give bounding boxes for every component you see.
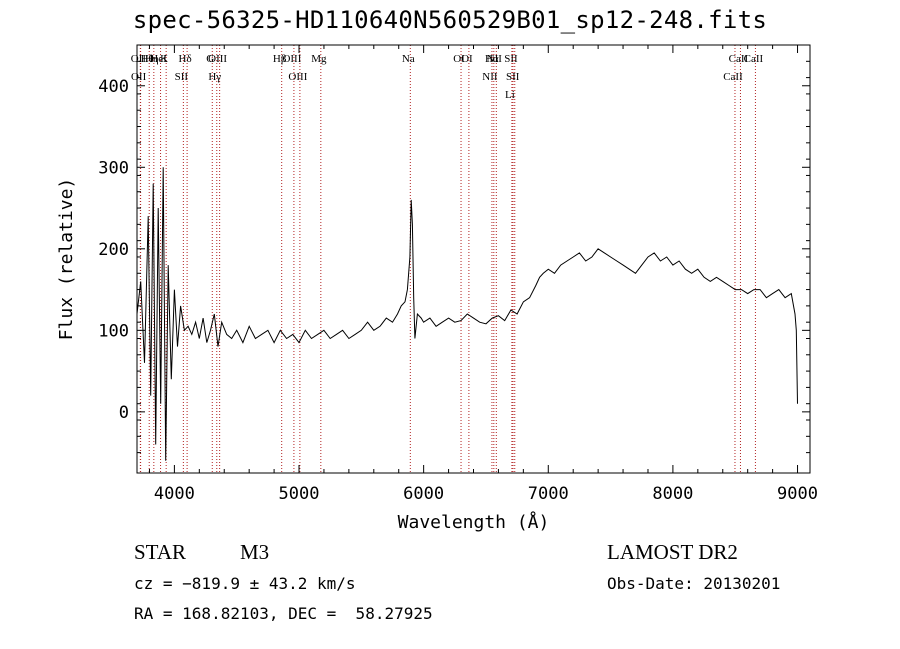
class-label: STAR bbox=[134, 540, 186, 564]
line-label: K bbox=[160, 53, 168, 65]
line-label: Hδ bbox=[179, 53, 192, 65]
x-axis-ticks: 4000 5000 6000 7000 8000 9000 bbox=[148, 45, 818, 504]
line-label: NII bbox=[482, 71, 498, 83]
y-tick-label: 0 bbox=[119, 403, 129, 423]
chart-title: spec-56325-HD110640N560529B01_sp12-248.f… bbox=[132, 6, 768, 34]
obs-date-label: Obs-Date: 20130201 bbox=[607, 574, 781, 593]
line-label: Hθ bbox=[141, 53, 154, 65]
plot-frame bbox=[136, 44, 811, 474]
line-label: Hγ bbox=[208, 71, 221, 83]
x-tick-label: 9000 bbox=[777, 484, 818, 504]
y-tick-label: 400 bbox=[98, 77, 129, 97]
line-label: OI bbox=[461, 53, 473, 65]
x-axis-label: Wavelength (Å) bbox=[398, 511, 550, 533]
y-axis-ticks: 0 100 200 300 400 bbox=[98, 44, 810, 454]
line-label: Hβ bbox=[273, 53, 287, 65]
cz-label: cz = −819.9 ± 43.2 km/s bbox=[134, 574, 356, 593]
x-tick-label: 7000 bbox=[528, 484, 569, 504]
survey-label: LAMOST DR2 bbox=[607, 540, 738, 564]
line-label: CaII bbox=[723, 71, 743, 83]
line-label: CaII bbox=[729, 53, 749, 65]
line-label: Na bbox=[402, 53, 415, 65]
y-axis-label: Flux (relative) bbox=[56, 178, 77, 341]
x-tick-label: 4000 bbox=[154, 484, 195, 504]
y-tick-label: 200 bbox=[98, 240, 129, 260]
line-label: SII bbox=[175, 71, 189, 83]
x-tick-label: 8000 bbox=[652, 484, 693, 504]
y-tick-label: 100 bbox=[98, 321, 129, 341]
line-label: OII bbox=[131, 71, 147, 83]
line-label: Mg bbox=[311, 53, 327, 65]
line-label: Hα bbox=[485, 53, 499, 65]
line-label: CaII bbox=[744, 53, 764, 65]
line-label: SII bbox=[506, 71, 520, 83]
x-tick-label: 6000 bbox=[403, 484, 444, 504]
x-tick-label: 5000 bbox=[279, 484, 320, 504]
line-label: Hη bbox=[145, 53, 159, 65]
line-label: HeI bbox=[150, 53, 167, 65]
line-label: OII bbox=[131, 53, 147, 65]
line-label: OI bbox=[453, 53, 465, 65]
line-label: Li bbox=[505, 89, 515, 101]
y-tick-label: 300 bbox=[98, 158, 129, 178]
coords-label: RA = 168.82103, DEC = 58.27925 bbox=[134, 604, 433, 623]
line-label: OIII bbox=[282, 53, 301, 65]
subclass-label: M3 bbox=[240, 540, 270, 564]
line-label: OIII bbox=[288, 71, 307, 83]
line-label: OIII bbox=[208, 53, 227, 65]
spectrum-line bbox=[136, 167, 798, 461]
line-label: SII bbox=[504, 53, 518, 65]
line-label: NII bbox=[487, 53, 503, 65]
line-label: G bbox=[206, 53, 214, 65]
